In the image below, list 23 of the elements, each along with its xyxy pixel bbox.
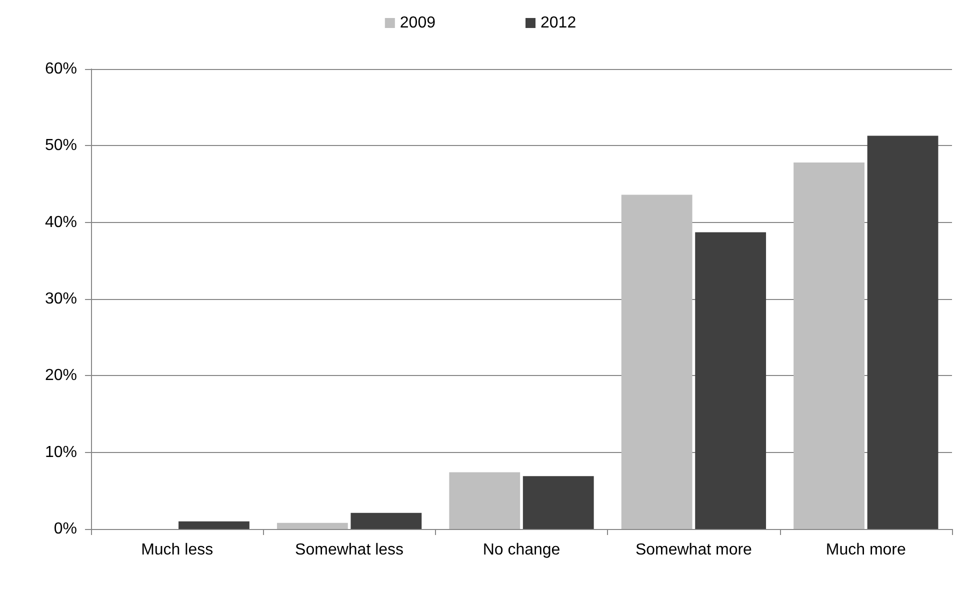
bar: [794, 162, 864, 529]
bar: [522, 476, 594, 529]
legend-label: 2009: [400, 14, 436, 32]
y-tick-label: 10%: [44, 444, 77, 461]
x-tick-label: Much more: [826, 542, 906, 558]
x-tick-label: No change: [482, 542, 560, 558]
bar: [621, 194, 692, 529]
y-tick-label: 40%: [44, 214, 77, 231]
bar: [178, 521, 250, 529]
y-tick-label: 20%: [44, 367, 77, 384]
x-tick-label: Much less: [141, 542, 214, 558]
y-tick-label: 30%: [44, 290, 77, 308]
bar: [276, 522, 348, 529]
bar: [867, 136, 938, 529]
bar: [695, 232, 766, 529]
y-tick-label: 50%: [44, 137, 77, 154]
x-tick-label: Somewhat less: [295, 542, 404, 558]
bar: [449, 472, 520, 529]
legend-label: 2012: [540, 14, 576, 32]
x-tick-label: Somewhat more: [635, 542, 752, 558]
y-tick-label: 0%: [54, 520, 77, 538]
bar: [350, 512, 422, 529]
y-tick-label: 60%: [44, 60, 77, 78]
